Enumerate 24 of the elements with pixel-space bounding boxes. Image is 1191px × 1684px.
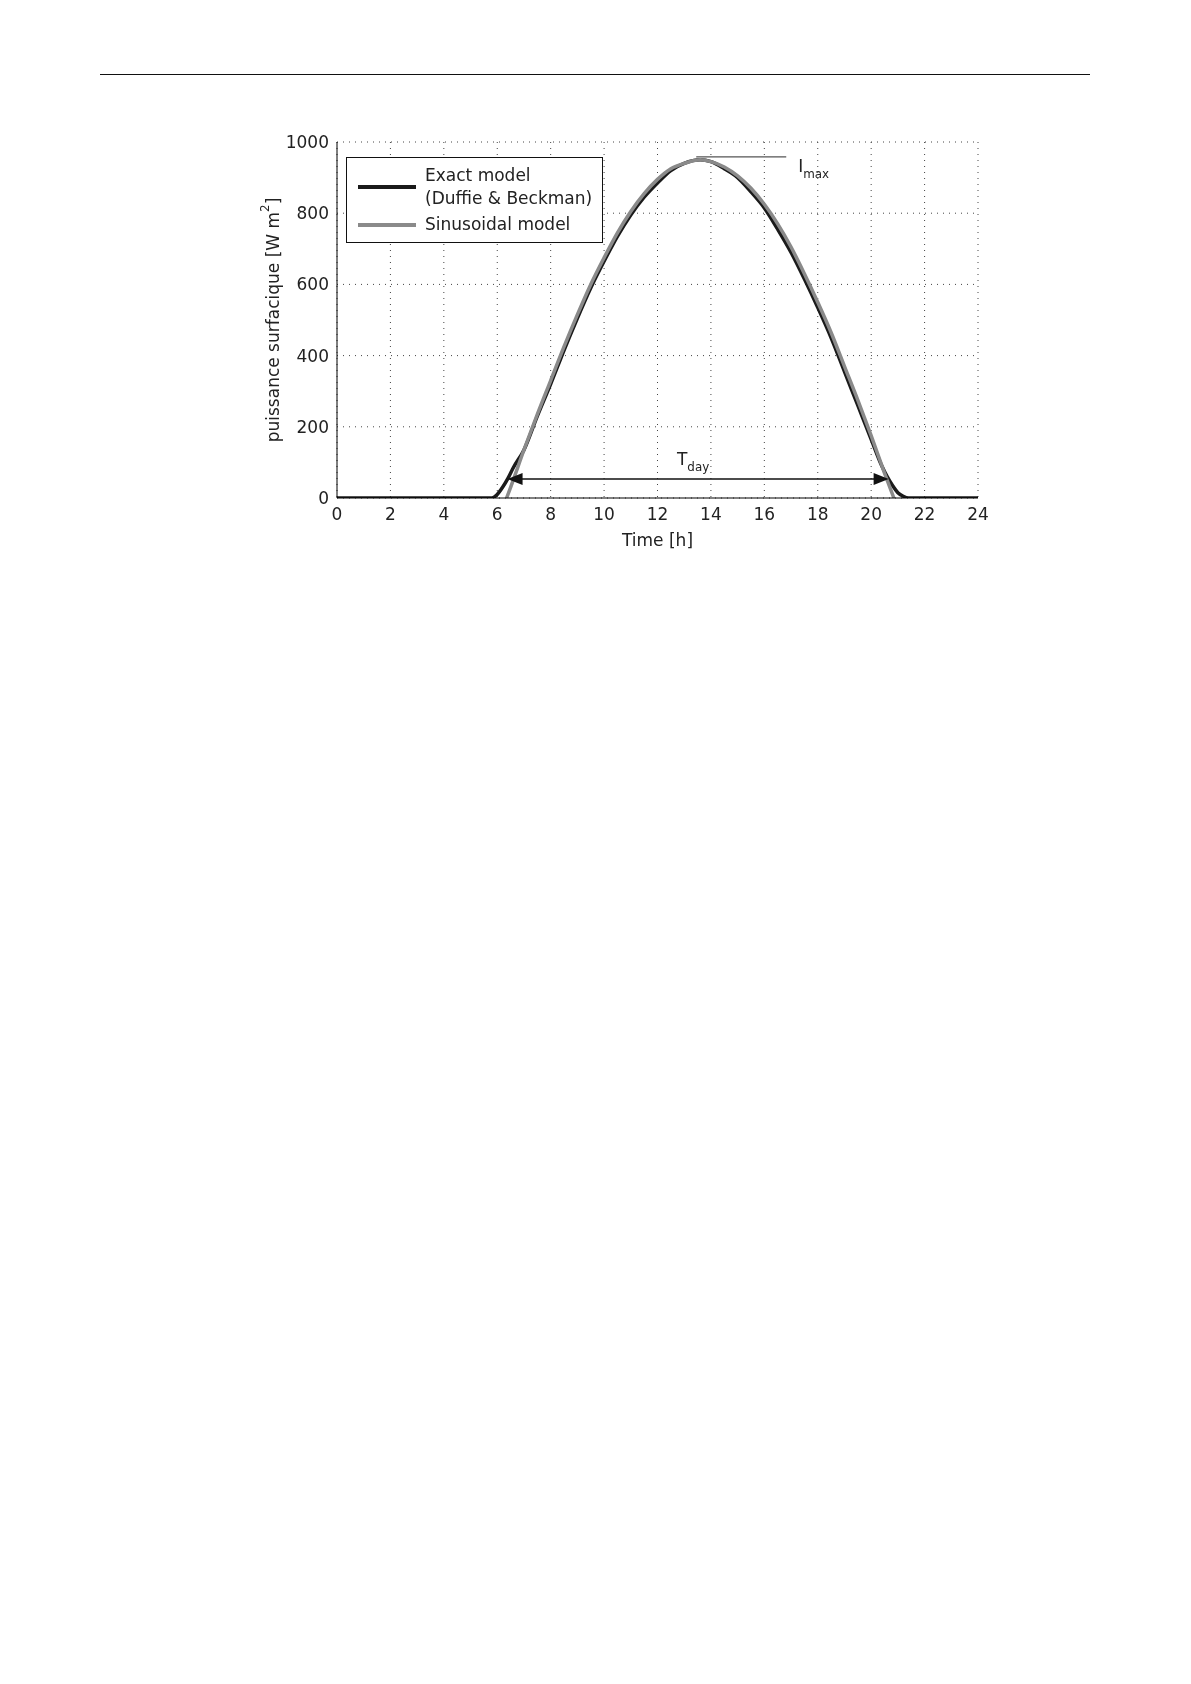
legend-label: Sinusoidal model bbox=[425, 213, 571, 236]
x-tick-label: 20 bbox=[860, 504, 882, 525]
legend-label: Exact model (Duffie & Beckman) bbox=[425, 164, 593, 210]
y-tick-label: 400 bbox=[296, 345, 329, 366]
x-tick-label: 14 bbox=[700, 504, 722, 525]
x-tick-label: 6 bbox=[491, 504, 503, 525]
x-tick-label: 16 bbox=[753, 504, 776, 525]
x-tick-label: 2 bbox=[385, 504, 396, 525]
annotation: T$_{day}$ bbox=[675, 449, 710, 474]
y-tick-label: 200 bbox=[296, 416, 329, 437]
x-tick-label: 10 bbox=[593, 504, 615, 525]
x-tick-label: 22 bbox=[913, 504, 936, 525]
y-tick-label: 1000 bbox=[285, 132, 329, 153]
x-tick-label: 24 bbox=[967, 504, 989, 525]
x-tick-label: 4 bbox=[438, 504, 450, 525]
y-tick-label: 0 bbox=[318, 488, 329, 509]
y-tick-label: 800 bbox=[296, 203, 329, 224]
annotation: I$_{max}$ bbox=[798, 155, 830, 181]
x-tick-label: 8 bbox=[545, 504, 557, 525]
x-tick-label: 18 bbox=[806, 504, 829, 525]
x-tick-label: 12 bbox=[646, 504, 669, 525]
x-axis-title: Time [h] bbox=[620, 530, 694, 550]
x-tick-label: 0 bbox=[331, 504, 343, 525]
y-tick-label: 600 bbox=[296, 274, 329, 295]
